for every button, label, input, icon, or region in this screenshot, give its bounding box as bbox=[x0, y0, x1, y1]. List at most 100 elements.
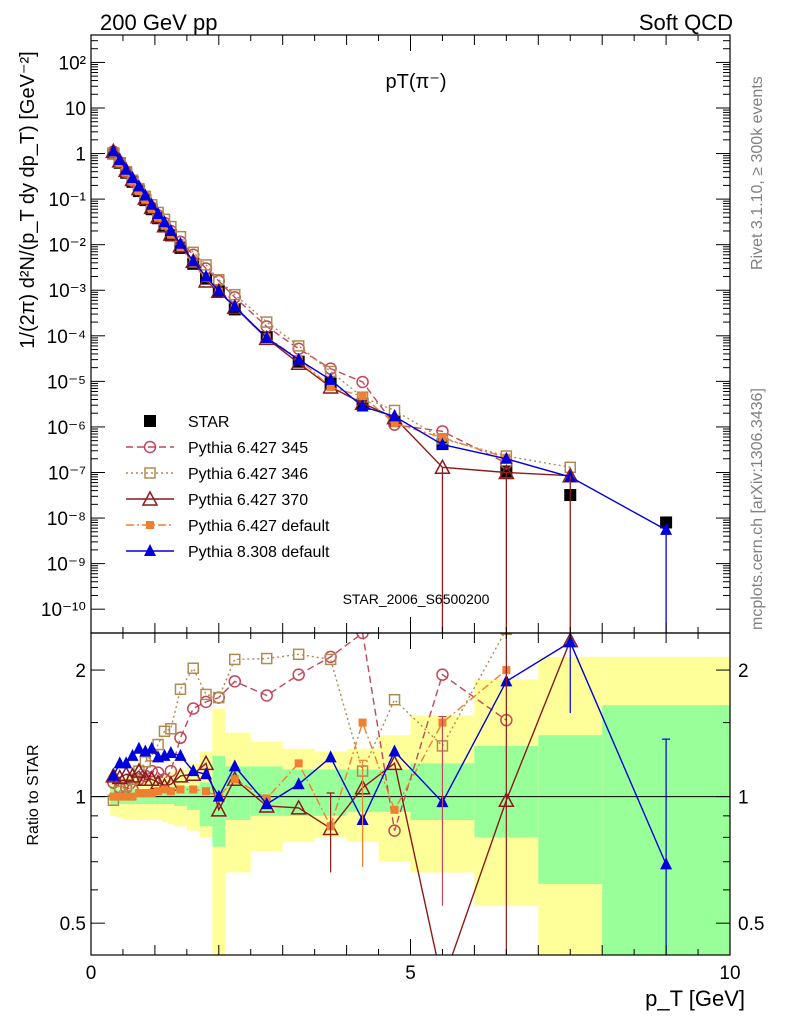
ratio-point-p8def bbox=[292, 777, 305, 790]
ratio-point-p346 bbox=[165, 723, 177, 735]
main-ytick-label: 10⁻¹ bbox=[49, 190, 87, 211]
ratio-point-p6def bbox=[166, 787, 175, 796]
inner-band-bin bbox=[538, 735, 603, 884]
legend-label-p345: Pythia 6.427 345 bbox=[188, 440, 308, 457]
ratio-point-p370 bbox=[172, 767, 189, 783]
ratio-series-group bbox=[105, 633, 673, 989]
ratio-point-p345 bbox=[292, 668, 305, 681]
main-point-p6def bbox=[358, 392, 367, 401]
main-ytick-label: 10⁻⁸ bbox=[47, 509, 86, 530]
ratio-ytick-label-right: 1 bbox=[738, 788, 749, 809]
main-point-p8def bbox=[158, 215, 171, 228]
ratio-point-p346 bbox=[324, 653, 337, 666]
ratio-point-p8def bbox=[212, 789, 225, 802]
header-left: 200 GeV pp bbox=[100, 10, 217, 35]
main-point-p8def bbox=[436, 437, 449, 450]
main-point-p8def bbox=[132, 179, 145, 192]
inner-band-bin bbox=[225, 766, 251, 820]
ratio-point-p346 bbox=[213, 691, 225, 704]
ratio-point-p345 bbox=[145, 764, 158, 778]
mcplots-label: mcplots.cern.ch [arXiv:1306.3436] bbox=[749, 388, 766, 630]
legend-label-p8def: Pythia 8.308 default bbox=[188, 544, 330, 561]
ratio-ytick-label: 1 bbox=[75, 788, 86, 809]
ratio-point-p346 bbox=[174, 683, 187, 696]
ratio-point-p370 bbox=[210, 801, 228, 817]
main-ytick-label: 10⁻⁷ bbox=[48, 463, 86, 484]
ratio-ytick-label: 0.5 bbox=[60, 914, 86, 935]
analysis-label: STAR_2006_S6500200 bbox=[343, 591, 490, 607]
main-point-star bbox=[500, 465, 513, 478]
ratio-point-p8def bbox=[132, 741, 145, 754]
ratio-point-p8def bbox=[107, 768, 120, 781]
ratio-line-p346 bbox=[112, 633, 506, 801]
main-point-p346 bbox=[292, 340, 305, 352]
ratio-point-p6def bbox=[189, 785, 198, 794]
axes-layer: 10⁻¹⁰ 10⁻⁹ 10⁻⁸ 10⁻⁷ 10⁻⁶ 10⁻⁵ 10⁻⁴ 10⁻³ 10⁻² 10⁻… bbox=[41, 34, 764, 984]
main-plot-layer bbox=[105, 142, 673, 633]
ratio-point-p346 bbox=[229, 653, 241, 666]
ratio-point-p8def bbox=[324, 750, 337, 763]
ratio-point-p345 bbox=[186, 702, 200, 715]
ratio-point-p6def bbox=[160, 785, 169, 794]
ratio-point-p370 bbox=[290, 799, 307, 815]
ratio-point-p6def bbox=[154, 787, 163, 796]
ratio-point-p6def bbox=[122, 792, 131, 801]
ratio-point-p8def bbox=[388, 744, 401, 757]
ratio-ytick-label-right: 0.5 bbox=[738, 914, 764, 935]
main-ytick-label: 1 bbox=[75, 145, 86, 166]
ratio-point-p8def bbox=[164, 745, 177, 758]
main-line-p345 bbox=[112, 151, 507, 464]
legend-label-star: STAR bbox=[188, 414, 229, 431]
main-point-p8def bbox=[120, 162, 133, 175]
main-point-p8def bbox=[212, 284, 225, 297]
main-point-p345 bbox=[356, 375, 369, 389]
ratio-point-p6def bbox=[128, 792, 137, 801]
legend-marker-p370 bbox=[141, 490, 159, 506]
ratio-point-p6def bbox=[230, 775, 239, 784]
ratio-point-p6def bbox=[109, 792, 118, 801]
main-ytick-label: 10⁻² bbox=[49, 236, 87, 257]
ratio-point-p345 bbox=[228, 675, 242, 688]
main-point-p8def bbox=[187, 254, 200, 267]
ratio-point-p370 bbox=[435, 976, 449, 989]
ratio-point-p6def bbox=[134, 788, 143, 797]
ratio-point-p6def bbox=[141, 788, 150, 797]
ratio-point-p8def bbox=[260, 797, 273, 810]
ratio-point-p345 bbox=[174, 731, 187, 745]
x-axis-title: p_T [GeV] bbox=[645, 986, 745, 1011]
main-point-p8def bbox=[107, 144, 120, 157]
main-point-p8def bbox=[228, 299, 241, 312]
ratio-point-p346 bbox=[388, 693, 401, 706]
legend-label-p6def: Pythia 6.427 default bbox=[188, 518, 330, 535]
main-point-p8def bbox=[164, 223, 177, 236]
legend-marker-p6def bbox=[146, 521, 154, 529]
ratio-point-p370 bbox=[130, 762, 148, 778]
legend-label-p346: Pythia 6.427 346 bbox=[188, 466, 308, 483]
main-point-p8def bbox=[126, 171, 139, 184]
main-ytick-label: 10⁻⁵ bbox=[47, 372, 86, 393]
ratio-point-p8def bbox=[228, 759, 241, 772]
ratio-xtick-label: 0 bbox=[86, 963, 97, 984]
ratio-point-p8def bbox=[200, 767, 213, 780]
ratio-ytick-label-right: 2 bbox=[738, 661, 749, 682]
rivet-label: Rivet 3.1.10, ≥ 300k events bbox=[749, 76, 766, 270]
ratio-point-p8def bbox=[174, 748, 187, 761]
ratio-point-p346 bbox=[139, 756, 152, 768]
main-ytick-label: 10² bbox=[59, 53, 86, 74]
ratio-point-p370 bbox=[124, 767, 141, 783]
ratio-point-p346 bbox=[158, 725, 171, 738]
ratio-point-p345 bbox=[436, 668, 449, 681]
main-point-p8def bbox=[200, 269, 213, 282]
legend-marker-p346 bbox=[144, 467, 156, 479]
main-ytick-label: 10⁻¹⁰ bbox=[41, 600, 86, 621]
ratio-point-p346 bbox=[187, 662, 199, 674]
legend: STAR Pythia 6.427 345 Pythia 6.427 346 Pyth… bbox=[126, 414, 330, 561]
main-ytick-label: 10⁻⁴ bbox=[47, 327, 86, 348]
main-point-p345 bbox=[292, 342, 305, 355]
ratio-point-p8def bbox=[187, 764, 200, 777]
main-ytick-label: 10⁻⁹ bbox=[47, 555, 86, 576]
ratio-point-p370 bbox=[143, 770, 160, 786]
main-line-p6def bbox=[112, 153, 507, 459]
ratio-point-p6def bbox=[176, 785, 185, 794]
